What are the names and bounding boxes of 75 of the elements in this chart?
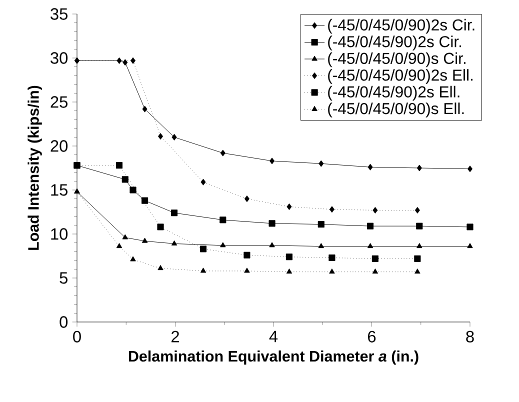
y-tick-label: 10: [51, 228, 68, 240]
y-tick-label: 35: [50, 8, 68, 20]
point: [466, 224, 474, 230]
point: [318, 160, 324, 167]
point: [244, 196, 250, 202]
point: [366, 222, 374, 230]
legend-label: (-45/0/45/90)2s Ell.: [328, 86, 460, 101]
y-tick-label: 0: [60, 316, 68, 328]
legend-label: (-45/0/45/90)2s Cir.: [328, 36, 462, 50]
y-tick-label: 15: [51, 184, 68, 196]
point: [329, 268, 335, 274]
point: [368, 164, 373, 170]
point: [286, 203, 292, 210]
point: [200, 178, 206, 186]
legend-label: (-45/0/45/0/90)s Ell.: [328, 102, 464, 118]
point: [329, 206, 334, 213]
point: [116, 243, 122, 248]
point: [130, 256, 136, 262]
point: [142, 106, 148, 112]
x-tick-label: 2: [172, 330, 179, 342]
point: [372, 255, 378, 262]
point: [158, 265, 164, 270]
point: [142, 197, 148, 204]
x-tick-label: 4: [269, 330, 278, 342]
legend-label: (-45/0/45/0/90)s Cir.: [328, 52, 466, 68]
point: [220, 150, 226, 156]
point: [286, 254, 292, 260]
point: [414, 268, 420, 274]
y-tick-label: 5: [60, 272, 68, 284]
point: [318, 221, 324, 228]
point: [416, 164, 422, 172]
point: [220, 242, 226, 248]
legend-label: (-45/0/45/0/90)2s Ell.: [328, 69, 472, 84]
point: [122, 176, 128, 183]
point: [269, 242, 275, 248]
point: [116, 162, 123, 169]
point: [244, 252, 250, 258]
point: [220, 216, 226, 224]
point: [244, 268, 250, 273]
point: [142, 238, 148, 243]
point: [116, 57, 122, 64]
point: [268, 220, 276, 227]
y-tick-label: 20: [50, 140, 68, 152]
point: [414, 206, 420, 214]
point: [416, 243, 422, 248]
point: [122, 234, 128, 240]
point: [286, 268, 292, 274]
point: [200, 246, 207, 252]
x-tick-label: 8: [466, 330, 474, 342]
y-tick-label: 30: [50, 52, 68, 64]
y-tick-label: 25: [50, 96, 68, 108]
point: [270, 158, 275, 164]
x-axis-title: Delamination Equivalent Diameter a (in.): [128, 350, 418, 365]
point: [367, 243, 374, 248]
point: [171, 240, 178, 246]
point: [130, 57, 136, 64]
point: [200, 268, 206, 273]
point: [467, 166, 473, 172]
point: [318, 243, 324, 248]
point: [372, 206, 378, 214]
point: [416, 222, 423, 230]
x-tick-label: 0: [73, 330, 81, 342]
y-axis-title: Load Intensity (kips/in): [28, 86, 42, 250]
point: [130, 186, 136, 194]
point: [328, 254, 336, 262]
point: [467, 243, 473, 248]
point: [372, 268, 378, 274]
point: [158, 133, 164, 140]
x-tick-label: 6: [368, 330, 376, 342]
legend-label: (-45/0/45/0/90)2s Cir.: [328, 18, 474, 34]
point: [414, 255, 421, 262]
point: [170, 210, 178, 216]
point: [172, 134, 177, 140]
point: [157, 224, 164, 230]
point: [122, 59, 128, 66]
